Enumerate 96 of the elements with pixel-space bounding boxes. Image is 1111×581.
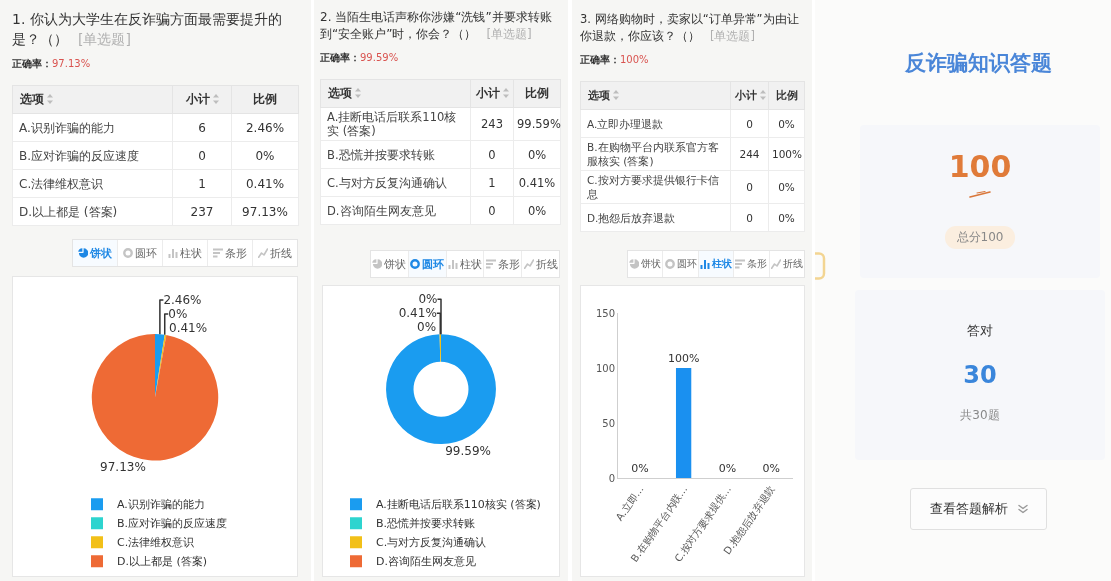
text: 选项 <box>20 92 44 106</box>
category-label: C.法律维权意识 <box>12 169 173 198</box>
text: 饼状 <box>90 245 112 261</box>
text: 0% <box>168 307 188 322</box>
series-label: 小计 <box>475 86 500 100</box>
text: 总分100 <box>944 226 1016 249</box>
legend-label: C.法律维权意识 <box>117 536 195 550</box>
data-label: 1 <box>470 168 514 197</box>
data-label: 0.41% <box>398 306 437 321</box>
data-label: 0% <box>768 203 805 232</box>
text: 30 <box>962 360 998 390</box>
data-label: 0% <box>513 140 561 169</box>
category-label: A.识别诈骗的能力 <box>12 113 173 142</box>
text: 100 <box>947 149 1013 185</box>
legend-label: C.与对方反复沟通确认 <box>376 536 487 550</box>
data-label: 0% <box>768 109 805 138</box>
series-label: 小计 <box>735 88 757 101</box>
category-label: A.挂断电话后联系110核实 (答案) <box>320 107 471 141</box>
data-label: 0 <box>470 196 514 225</box>
category-label: D.咨询陌生网友意见 <box>320 196 471 225</box>
x-tick-label: A.立即… <box>613 483 646 523</box>
text: [单选题] <box>710 28 755 45</box>
data-label: 0% <box>768 170 805 204</box>
text: 共30题 <box>959 407 1001 424</box>
category-label: A.立即办理退款 <box>580 109 731 138</box>
data-label: 6 <box>172 113 232 142</box>
text: 条形 <box>497 256 520 272</box>
text: 圆环 <box>422 256 445 272</box>
text: 柱状 <box>459 256 482 272</box>
category-label: D.抱怨后放弃退款 <box>580 203 731 232</box>
text: 100% <box>620 54 649 65</box>
legend-label: A.识别诈骗的能力 <box>117 498 205 512</box>
legend-label: D.咨询陌生网友意见 <box>376 555 476 569</box>
text: [单选题] <box>78 30 131 49</box>
data-label: 237 <box>172 197 232 226</box>
text: 0% <box>418 292 438 307</box>
text: 圆环 <box>676 257 697 271</box>
data-label: 0% <box>513 196 561 225</box>
data-label: 0 <box>730 109 769 138</box>
text: 0% <box>417 320 437 335</box>
data-label: 0.41% <box>169 321 208 336</box>
y-tick-label: 100 <box>595 362 615 374</box>
data-label: 0 <box>172 141 232 170</box>
category-label: C.与对方反复沟通确认 <box>320 168 471 197</box>
data-label: 0% <box>718 462 737 475</box>
text: 正确率： <box>580 54 620 65</box>
text: 正确率： <box>12 58 52 69</box>
legend-label: A.挂断电话后联系110核实 (答案) <box>376 498 541 512</box>
text: 查看答题解析 <box>929 500 1008 518</box>
text: 圆环 <box>135 245 157 261</box>
data-label: 0 <box>730 170 769 204</box>
text: 选项 <box>328 86 352 100</box>
text: 选项 <box>588 88 610 101</box>
data-label: 0 <box>470 140 514 169</box>
series-label: 比例 <box>775 88 798 101</box>
text: 饼状 <box>641 257 662 271</box>
text: 99.59% <box>360 52 399 63</box>
data-label: 99.59% <box>513 107 561 141</box>
data-label: 0 <box>730 203 769 232</box>
category-label: B.恐慌并按要求转账 <box>320 140 471 169</box>
text: 条形 <box>225 245 247 261</box>
text: 折线 <box>782 257 803 271</box>
text: 正确率： <box>320 52 360 63</box>
category-label: D.以上都是 (答案) <box>12 197 173 226</box>
text: 饼状 <box>384 256 407 272</box>
category-label: C.按对方要求提供银行卡信息 <box>580 170 731 204</box>
y-tick-label: 150 <box>595 307 615 319</box>
data-label: 97.13% <box>100 460 146 475</box>
text: 折线 <box>535 256 558 272</box>
data-label: 0.41% <box>513 168 561 197</box>
data-label: 1 <box>172 169 232 198</box>
data-label: 2.46% <box>163 293 202 308</box>
y-tick-label: 50 <box>602 417 615 429</box>
data-label: 244 <box>730 137 769 171</box>
series-label: 小计 <box>185 92 210 106</box>
data-label: 99.59% <box>445 444 491 459</box>
data-label: 100% <box>768 137 805 171</box>
text: 97.13% <box>52 58 91 69</box>
data-label: 0% <box>762 462 780 475</box>
category-label: B.在购物平台内联系官方客服核实 (答案) <box>580 137 731 171</box>
text: 柱状 <box>180 245 202 261</box>
text: 柱状 <box>712 257 733 271</box>
y-tick-label: 0 <box>608 472 615 484</box>
category-label: B.应对诈骗的反应速度 <box>12 141 173 170</box>
text: [单选题] <box>486 26 532 43</box>
text: 条形 <box>747 257 768 271</box>
legend-label: D.以上都是 (答案) <box>117 555 208 569</box>
text: 反诈骗知识答题 <box>903 50 1053 77</box>
text: 答对 <box>966 322 994 340</box>
text: 折线 <box>270 245 292 261</box>
data-label: 243 <box>470 107 514 141</box>
data-label: 0% <box>631 462 649 475</box>
series-label: 比例 <box>525 86 549 100</box>
legend-label: B.恐慌并按要求转账 <box>376 517 476 531</box>
data-label: 100% <box>667 352 700 365</box>
legend-label: B.应对诈骗的反应速度 <box>117 517 228 531</box>
